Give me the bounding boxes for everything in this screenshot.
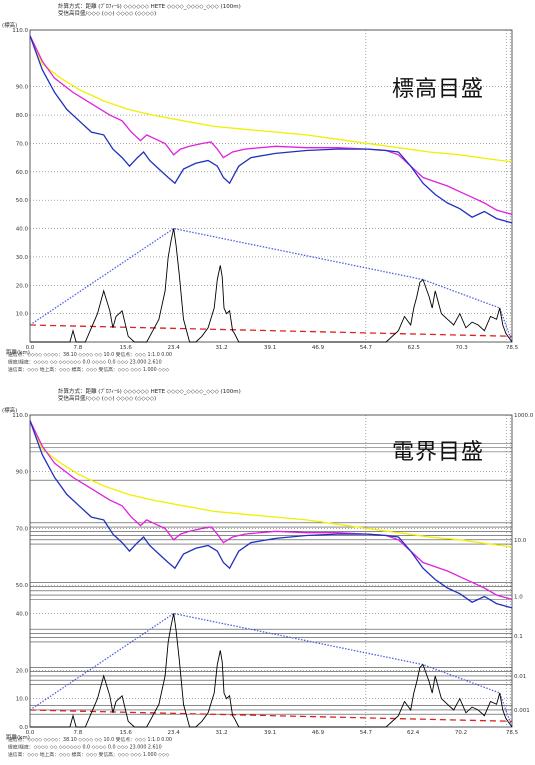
y-tick-label: 40.0 bbox=[16, 612, 29, 618]
panel-separator bbox=[0, 380, 535, 385]
profile-chart-elevation-scale: 計算方式：距離 (ﾌﾟﾛﾌｨｰﾙ) ◇◇◇◇◇◇ HETE ◇◇◇◇_◇◇◇◇_… bbox=[0, 0, 535, 380]
series-line-blue bbox=[29, 420, 513, 609]
right-tick-label: 0.1 bbox=[514, 634, 523, 640]
right-tick-label: 1000.0 bbox=[514, 413, 534, 419]
y-tick-label: 90.0 bbox=[16, 470, 29, 476]
series-line-yellow bbox=[29, 420, 513, 548]
x-tick-label: 15.6 bbox=[120, 730, 133, 736]
header-line: 受信高目盛/◇◇◇ (◇◇) ◇◇◇◇ (◇◇◇◇) bbox=[58, 9, 156, 17]
x-tick-label: 7.8 bbox=[74, 345, 83, 351]
x-tick-label: 23.4 bbox=[168, 730, 181, 736]
series-line-magenta bbox=[29, 420, 513, 601]
header-line: 計算方式：距離 (ﾌﾟﾛﾌｨｰﾙ) ◇◇◇◇◇◇ HETE ◇◇◇◇_◇◇◇◇_… bbox=[58, 2, 241, 10]
series-line-dotted bbox=[29, 612, 513, 728]
y-tick-label: 80.0 bbox=[16, 113, 29, 119]
x-tick-label: 78.5 bbox=[506, 730, 519, 736]
series-line-dotted bbox=[29, 227, 513, 343]
y-tick-label: 60.0 bbox=[16, 170, 29, 176]
x-tick-label: 62.5 bbox=[408, 345, 421, 351]
x-tick-label: 23.4 bbox=[168, 345, 181, 351]
y-axis-unit-label: (標高) bbox=[2, 406, 17, 414]
grid-lines bbox=[30, 414, 512, 728]
y-tick-label: 0.0 bbox=[19, 725, 28, 731]
x-tick-label: 0.0 bbox=[26, 730, 35, 736]
series-line-terrain bbox=[30, 613, 513, 728]
x-tick-label: 70.2 bbox=[455, 730, 467, 736]
footer-line: 送信点：◇◇◇◇ ◇◇◇◇：38.10 ◇◇◇◇ ◇◇ 10.0 受信点：◇◇◇… bbox=[8, 736, 172, 743]
header-line: 計算方式：距離 (ﾌﾟﾛﾌｨｰﾙ) ◇◇◇◇◇◇ HETE ◇◇◇◇_◇◇◇◇_… bbox=[58, 387, 241, 395]
y-tick-label: 110.0 bbox=[12, 413, 28, 419]
x-axis-label: 距離(km) bbox=[6, 348, 30, 356]
y-tick-label: 50.0 bbox=[16, 198, 29, 204]
x-tick-label: 31.2 bbox=[215, 345, 227, 351]
y-tick-label: 40.0 bbox=[16, 227, 29, 233]
y-tick-label: 20.0 bbox=[16, 283, 29, 289]
x-tick-label: 78.5 bbox=[506, 345, 519, 351]
x-tick-label: 70.3 bbox=[456, 345, 469, 351]
series-line-red bbox=[29, 324, 513, 337]
header-line: 受信高目盛/◇◇◇ (◇◇) ◇◇◇◇ (◇◇◇◇) bbox=[58, 394, 156, 402]
right-tick-label: 1.0 bbox=[514, 595, 523, 601]
x-tick-label: 7.8 bbox=[74, 730, 83, 736]
y-tick-label: 20.0 bbox=[16, 668, 29, 674]
footer-line: 緯度/経度：◇◇◇◇ ◇◇ ◇◇◇◇◇◇ 0.0 ◇◇◇◇ 0.0 ◇◇◇ 23… bbox=[8, 744, 162, 751]
right-tick-label: 0.001 bbox=[514, 708, 530, 714]
x-tick-label: 54.7 bbox=[360, 730, 373, 736]
x-tick-label: 54.7 bbox=[360, 345, 373, 351]
footer-line: 緯度/経度：◇◇◇◇ ◇◇ ◇◇◇◇◇◇ 0.0 ◇◇◇◇ 0.0 ◇◇◇ 23… bbox=[8, 359, 162, 366]
series-line-terrain bbox=[30, 228, 513, 343]
y-tick-label: 70.0 bbox=[16, 141, 29, 147]
x-tick-label: 39.1 bbox=[264, 345, 276, 351]
x-tick-label: 31.2 bbox=[215, 730, 227, 736]
y-tick-label: 10.0 bbox=[16, 312, 29, 318]
x-tick-label: 46.9 bbox=[312, 730, 325, 736]
chart-title: 電界目盛 bbox=[392, 440, 484, 465]
y-tick-label: 90.0 bbox=[16, 85, 29, 91]
chart-title: 標高目盛 bbox=[392, 77, 484, 102]
y-tick-label: 70.0 bbox=[16, 526, 29, 532]
x-tick-label: 39.1 bbox=[264, 730, 276, 736]
y-tick-label: 30.0 bbox=[16, 255, 29, 261]
right-tick-label: 0.01 bbox=[514, 674, 526, 680]
series-line-yellow bbox=[29, 35, 513, 163]
x-tick-label: 15.6 bbox=[120, 345, 133, 351]
y-axis-unit-label: (標高) bbox=[2, 21, 17, 29]
chart-svg-top: 計算方式：距離 (ﾌﾟﾛﾌｨｰﾙ) ◇◇◇◇◇◇ HETE ◇◇◇◇_◇◇◇◇_… bbox=[2, 2, 519, 373]
footer-line: 送信高：◇◇◇ 地上高：◇◇◇ 標高：◇◇◇ 受信高：◇◇◇ ◇◇◇ 1.000… bbox=[8, 751, 170, 758]
footer-line: 送信点：◇◇◇◇ ◇◇◇◇：38.10 ◇◇◇◇ ◇◇ 10.0 受信点：◇◇◇… bbox=[8, 351, 172, 358]
series-line-blue bbox=[29, 35, 513, 224]
right-tick-label: 10.0 bbox=[514, 538, 527, 544]
x-tick-label: 46.9 bbox=[312, 345, 325, 351]
x-tick-label: 62.4 bbox=[407, 730, 420, 736]
profile-chart-field-scale: 計算方式：距離 (ﾌﾟﾛﾌｨｰﾙ) ◇◇◇◇◇◇ HETE ◇◇◇◇_◇◇◇◇_… bbox=[0, 385, 535, 765]
x-tick-label: 0.0 bbox=[26, 345, 35, 351]
chart-svg-bottom: 計算方式：距離 (ﾌﾟﾛﾌｨｰﾙ) ◇◇◇◇◇◇ HETE ◇◇◇◇_◇◇◇◇_… bbox=[2, 387, 534, 758]
grid-lines bbox=[30, 29, 512, 342]
y-tick-label: 110.0 bbox=[12, 28, 28, 34]
y-tick-label: 10.0 bbox=[16, 697, 29, 703]
y-tick-label: 50.0 bbox=[16, 583, 29, 589]
footer-line: 送信高：◇◇◇ 地上高：◇◇◇ 標高：◇◇◇ 受信高：◇◇◇ ◇◇◇ 1.000… bbox=[8, 366, 170, 373]
x-axis-label: 距離(km) bbox=[6, 733, 30, 741]
series-line-red bbox=[29, 709, 513, 722]
series-line-magenta bbox=[29, 35, 513, 216]
